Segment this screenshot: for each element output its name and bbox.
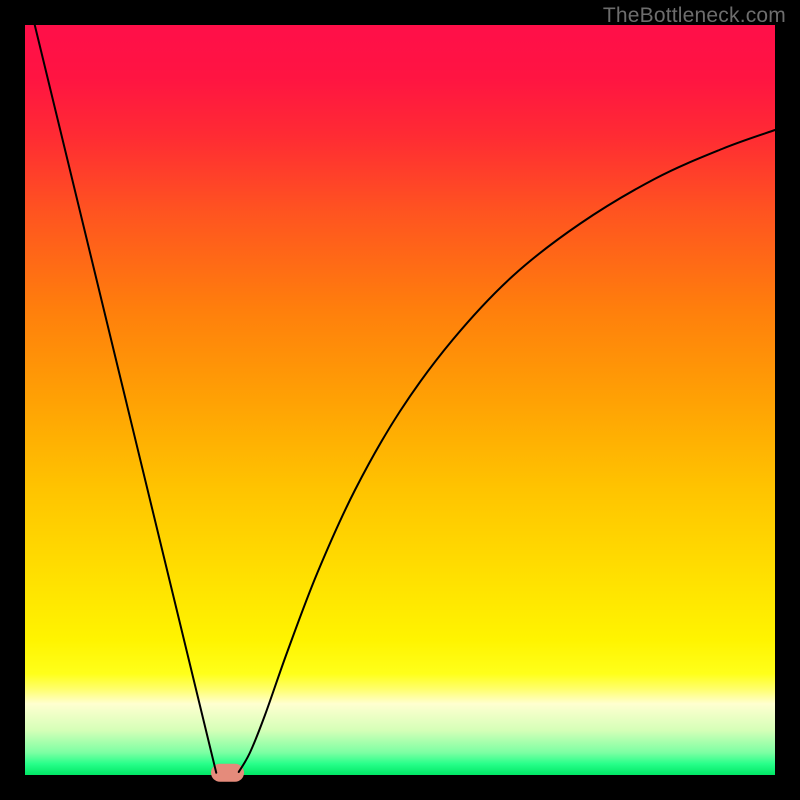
- chart-frame: TheBottleneck.com: [0, 0, 800, 800]
- watermark-text: TheBottleneck.com: [603, 4, 786, 28]
- chart-background: [25, 25, 775, 775]
- bottleneck-chart: [0, 0, 800, 800]
